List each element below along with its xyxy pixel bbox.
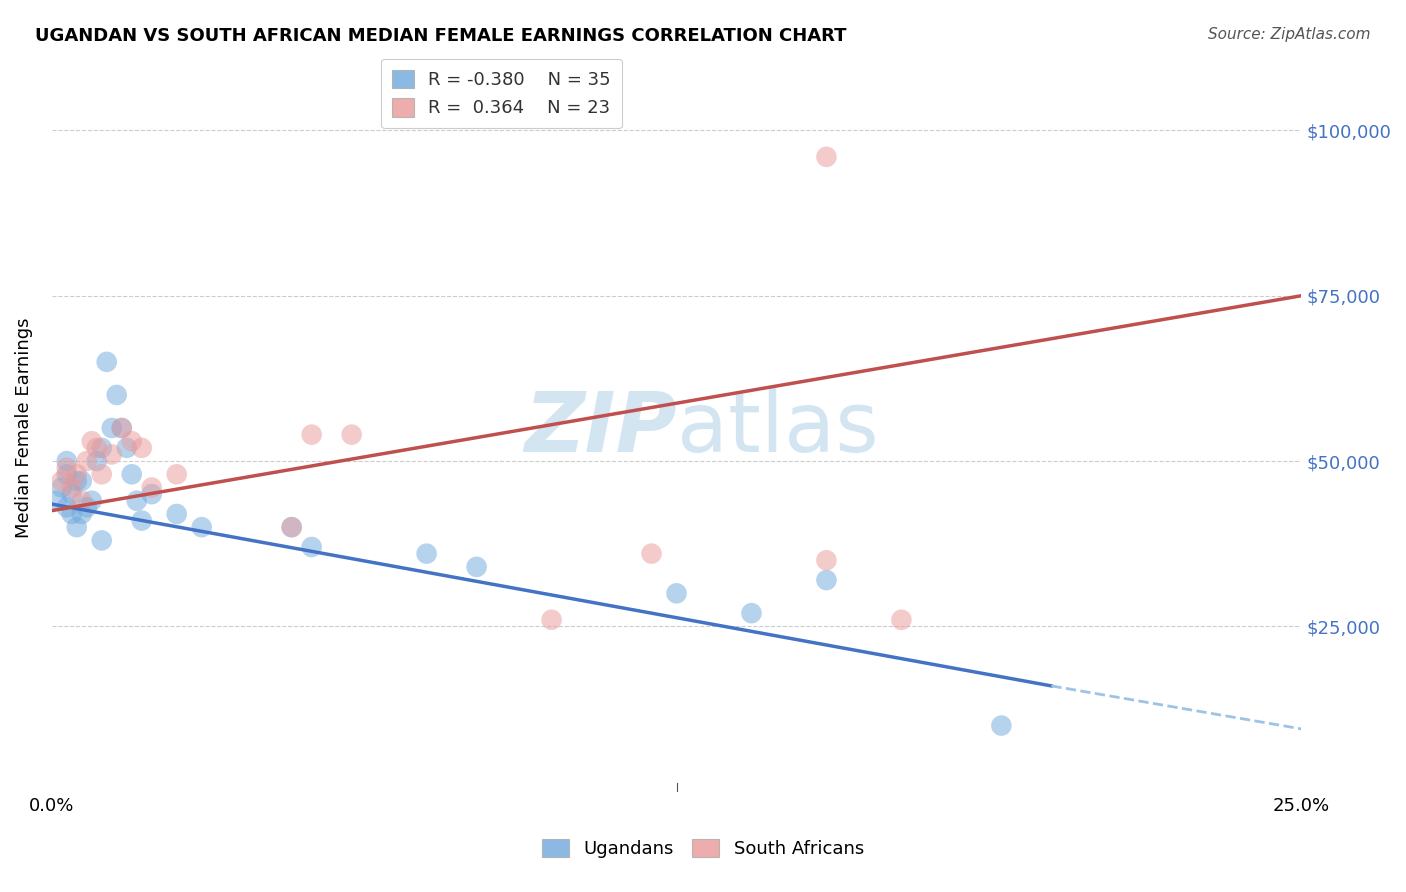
Point (640, 547, 662, 561)
Point (815, 553, 838, 567)
Text: ZIP: ZIP (524, 387, 676, 468)
Point (51, 481, 73, 495)
Point (111, 421, 134, 435)
Point (111, 421, 134, 435)
Point (55, 467, 77, 482)
Point (415, 547, 437, 561)
Point (990, 718, 1012, 732)
Point (115, 441, 138, 455)
Point (76, 454, 98, 468)
Point (465, 560, 488, 574)
Point (301, 540, 323, 554)
Point (280, 520, 302, 534)
Point (90, 533, 112, 548)
Point (45, 493, 67, 508)
Point (60, 487, 83, 501)
Point (76, 500, 98, 515)
Point (141, 487, 163, 501)
Point (740, 606, 762, 620)
Point (125, 493, 148, 508)
Point (121, 434, 143, 449)
Point (80, 493, 103, 508)
Point (70, 507, 93, 521)
Point (51, 474, 73, 488)
Point (540, 613, 562, 627)
Point (815, 150, 838, 164)
Point (815, 573, 838, 587)
Point (131, 514, 153, 528)
Point (100, 421, 122, 435)
Point (141, 481, 163, 495)
Point (100, 447, 122, 461)
Point (66, 520, 89, 534)
Point (890, 613, 912, 627)
Point (55, 500, 77, 515)
Text: Source: ZipAtlas.com: Source: ZipAtlas.com (1208, 27, 1371, 42)
Text: atlas: atlas (676, 387, 879, 468)
Point (90, 441, 112, 455)
Point (70, 474, 93, 488)
Point (86, 454, 108, 468)
Point (166, 507, 188, 521)
Point (80, 434, 103, 449)
Point (70, 493, 93, 508)
Legend: Ugandans, South Africans: Ugandans, South Africans (534, 831, 872, 865)
Point (665, 586, 688, 600)
Point (66, 467, 89, 482)
Text: UGANDAN VS SOUTH AFRICAN MEDIAN FEMALE EARNINGS CORRELATION CHART: UGANDAN VS SOUTH AFRICAN MEDIAN FEMALE E… (35, 27, 846, 45)
Point (121, 467, 143, 482)
Point (340, 427, 363, 442)
Legend: R = -0.380    N = 35, R =  0.364    N = 23: R = -0.380 N = 35, R = 0.364 N = 23 (381, 59, 621, 128)
Point (280, 520, 302, 534)
Point (86, 441, 108, 455)
Point (90, 467, 112, 482)
Point (96, 355, 118, 369)
Point (55, 460, 77, 475)
Point (55, 454, 77, 468)
Point (190, 520, 212, 534)
Point (301, 427, 323, 442)
Point (131, 441, 153, 455)
Point (166, 467, 188, 482)
Point (60, 481, 83, 495)
Y-axis label: Median Female Earnings: Median Female Earnings (15, 318, 32, 538)
Point (105, 388, 128, 402)
Point (60, 507, 83, 521)
Point (66, 474, 89, 488)
